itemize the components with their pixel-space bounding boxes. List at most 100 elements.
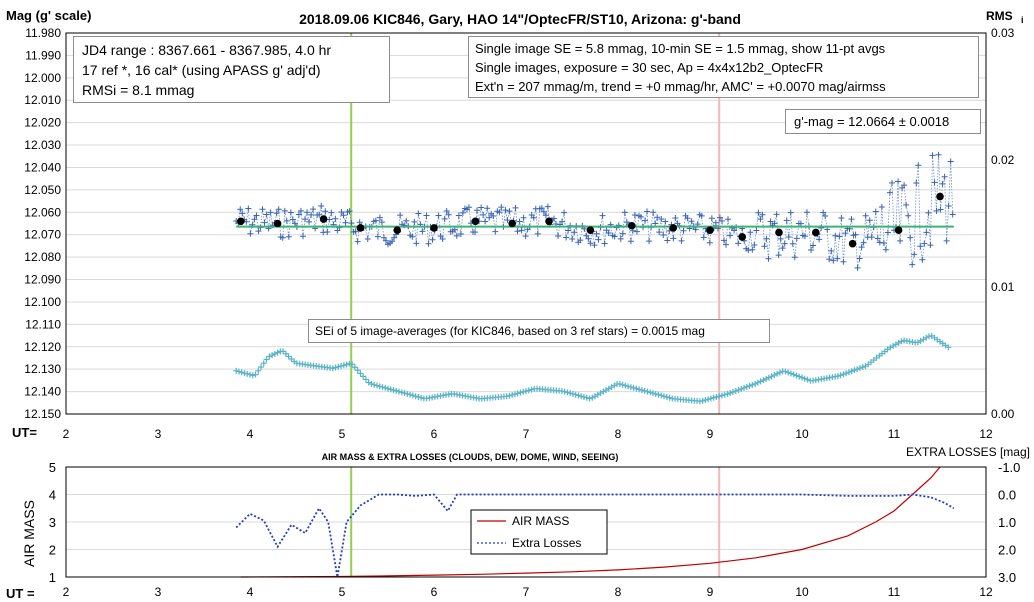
rmsi-point <box>854 366 861 373</box>
raw-point <box>308 211 315 218</box>
rmsi-point <box>741 384 748 391</box>
average-point <box>545 217 553 226</box>
rmsi-point <box>843 370 850 377</box>
rmsi-point <box>627 384 634 391</box>
rmsi-point <box>368 381 375 388</box>
top-y2-axis-label: RMS <box>986 9 1013 23</box>
rmsi-point <box>787 370 794 377</box>
raw-point <box>380 234 387 241</box>
rmsi-point <box>415 393 422 400</box>
raw-point <box>239 210 246 217</box>
raw-point <box>530 214 537 221</box>
rmsi-point <box>625 383 632 390</box>
top-x-tick-label: 3 <box>155 427 162 441</box>
rmsi-point <box>418 394 425 401</box>
rmsi-point <box>269 352 276 359</box>
bottom-plot-frame <box>65 466 987 578</box>
raw-point <box>832 232 839 239</box>
rmsi-point <box>396 388 403 395</box>
raw-point <box>878 204 885 211</box>
raw-point <box>492 228 499 235</box>
raw-point <box>937 206 944 213</box>
raw-point <box>316 211 323 218</box>
raw-point <box>785 234 792 241</box>
raw-point <box>848 216 855 223</box>
rmsi-point <box>619 381 626 388</box>
top-x-tick-label: 8 <box>615 427 622 441</box>
raw-point <box>725 216 732 223</box>
raw-point <box>611 233 618 240</box>
info-extinction: Ext'n = 207 mmag/m, trend = +0 mmag/hr, … <box>475 79 886 94</box>
rmsi-point <box>258 364 265 371</box>
rmsi-point <box>569 390 576 397</box>
raw-point <box>441 215 448 222</box>
rmsi-point <box>514 390 521 397</box>
raw-point <box>771 220 778 227</box>
raw-point <box>281 207 288 214</box>
rmsi-point <box>528 386 535 393</box>
raw-point <box>745 247 752 254</box>
air-mass-line <box>240 466 941 578</box>
raw-point <box>522 233 529 240</box>
raw-point <box>411 218 418 225</box>
top-y-tick-label: 12.150 <box>24 407 61 421</box>
raw-point <box>599 212 606 219</box>
raw-point <box>943 237 950 244</box>
rmsi-point <box>401 390 408 397</box>
top-x-tick-label: 10 <box>795 427 809 441</box>
rmsi-point <box>724 390 731 397</box>
raw-point <box>514 228 521 235</box>
top-y-tick-label: 12.130 <box>24 362 61 376</box>
rmsi-point <box>338 362 345 369</box>
average-point <box>706 226 714 235</box>
rmsi-point <box>763 375 770 382</box>
raw-point <box>727 232 734 239</box>
raw-point <box>945 203 952 210</box>
top-x-tick-labels: 2 3 4 5 6 7 8 9 10 11 12 <box>63 427 993 441</box>
rmsi-point <box>757 378 764 385</box>
raw-point <box>275 206 282 213</box>
raw-point <box>332 215 339 222</box>
raw-point <box>860 239 867 246</box>
raw-point <box>516 218 523 225</box>
raw-point <box>888 179 895 186</box>
raw-point <box>378 219 385 226</box>
raw-point <box>787 209 794 216</box>
top-y2-tick-labels: 0.03 0.02 0.01 0.00 <box>991 26 1015 421</box>
raw-point <box>297 207 304 214</box>
raw-point <box>413 240 420 247</box>
rmsi-point <box>351 364 358 371</box>
top-y-tick-labels: 11.980 11.990 12.000 12.010 12.020 12.030 12.0… <box>24 26 61 421</box>
raw-point <box>909 261 916 268</box>
rmsi-point <box>525 387 532 394</box>
bottom-x-tick-label: 5 <box>339 585 346 599</box>
raw-point <box>502 207 509 214</box>
raw-point <box>506 208 513 215</box>
rmsi-point <box>647 389 654 396</box>
rmsi-point <box>412 393 419 400</box>
raw-point <box>496 209 503 216</box>
raw-point <box>882 246 889 253</box>
average-point <box>775 228 783 237</box>
rmsi-point <box>393 387 400 394</box>
raw-point <box>781 240 788 247</box>
top-x-tick-label: 9 <box>707 427 714 441</box>
raw-point <box>917 243 924 250</box>
bottom-y-tick-label: 5 <box>49 460 56 475</box>
raw-point <box>457 230 464 237</box>
rmsi-point <box>636 386 643 393</box>
raw-point <box>542 212 549 219</box>
raw-point <box>285 233 292 240</box>
rmsi-point <box>379 384 386 391</box>
raw-point <box>723 241 730 248</box>
average-point <box>586 226 595 235</box>
raw-point <box>459 209 466 216</box>
rmsi-point <box>260 360 267 367</box>
raw-point <box>759 211 766 218</box>
raw-point <box>486 214 493 221</box>
average-point <box>936 192 944 201</box>
raw-point <box>376 214 383 221</box>
raw-point <box>903 201 910 208</box>
raw-point <box>757 216 764 223</box>
raw-point <box>261 219 268 226</box>
